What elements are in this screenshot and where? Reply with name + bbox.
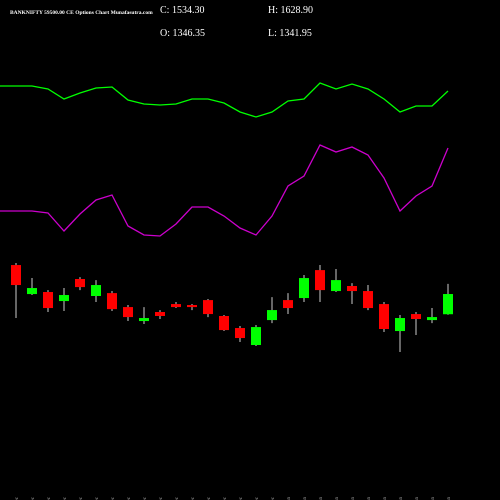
x-tick-label: 13 Jan (415, 497, 420, 500)
x-tick-label: 29 Dec (239, 496, 244, 500)
candle-body (379, 304, 389, 329)
candle-body (363, 291, 373, 309)
candle-body (443, 294, 453, 315)
candle-body (283, 300, 293, 309)
x-tick-label: 26 Dec (223, 496, 228, 500)
x-tick-label: 22 Dec (175, 496, 180, 500)
x-tick-label: 19 Dec (159, 496, 164, 500)
candle-body (11, 265, 21, 286)
candle-body (251, 327, 261, 346)
x-tick-label: 11 Dec (63, 496, 68, 500)
x-tick-label: 30 Dec (255, 496, 260, 500)
x-tick-label: 01 Jan (287, 497, 292, 500)
x-tick-label: 14 Jan (431, 497, 436, 500)
candle-body (43, 292, 53, 309)
x-tick-label: 15 Dec (95, 496, 100, 500)
chart-title: BANKNIFTY 59500.00 CE Options Chart Muna… (10, 10, 153, 16)
candle-body (139, 318, 149, 322)
x-tick-label: 10 Dec (47, 496, 52, 500)
stat-open: O: 1346.35 (160, 28, 205, 39)
x-tick-label: 16 Dec (111, 496, 116, 500)
x-tick-label: 09 Jan (383, 497, 388, 500)
candle-body (299, 278, 309, 299)
x-tick-label: 08 Jan (367, 497, 372, 500)
x-tick-label: 12 Dec (79, 496, 84, 500)
candle-body (27, 288, 37, 295)
candle-body (411, 314, 421, 320)
candle-body (171, 304, 181, 308)
candle-body (155, 312, 165, 316)
stat-high: H: 1628.90 (268, 5, 313, 16)
candle-body (75, 279, 85, 288)
indicator-line (0, 82, 449, 118)
candle-body (315, 270, 325, 291)
candle-body (107, 293, 117, 310)
candle-body (187, 305, 197, 308)
x-tick-label: 31 Dec (271, 496, 276, 500)
candle-body (59, 295, 69, 302)
candle-body (267, 310, 277, 321)
x-tick-label: 23 Dec (191, 496, 196, 500)
candle-body (203, 300, 213, 315)
x-tick-label: 02 Jan (303, 497, 308, 500)
x-tick-label: 18 Dec (143, 496, 148, 500)
x-tick-label: 12 Jan (399, 497, 404, 500)
x-tick-label: 24 Dec (207, 496, 212, 500)
candle-body (123, 307, 133, 318)
x-tick-label: 05 Jan (319, 497, 324, 500)
x-tick-label: 07 Jan (351, 497, 356, 500)
x-tick-label: 09 Dec (31, 496, 36, 500)
x-tick-label: 17 Dec (127, 496, 132, 500)
x-tick-label: 08 Dec (15, 496, 20, 500)
candle-body (235, 328, 245, 339)
candle-body (91, 285, 101, 296)
candle-body (219, 315, 229, 331)
candle-body (347, 286, 357, 292)
indicator-line (0, 144, 449, 237)
candle-body (395, 318, 405, 332)
x-tick-label: 06 Jan (335, 497, 340, 500)
stat-close: C: 1534.30 (160, 5, 204, 16)
candle-body (427, 317, 437, 321)
stat-low: L: 1341.95 (268, 28, 312, 39)
candle-body (331, 280, 341, 292)
x-tick-label: 16 Jan (447, 497, 452, 500)
